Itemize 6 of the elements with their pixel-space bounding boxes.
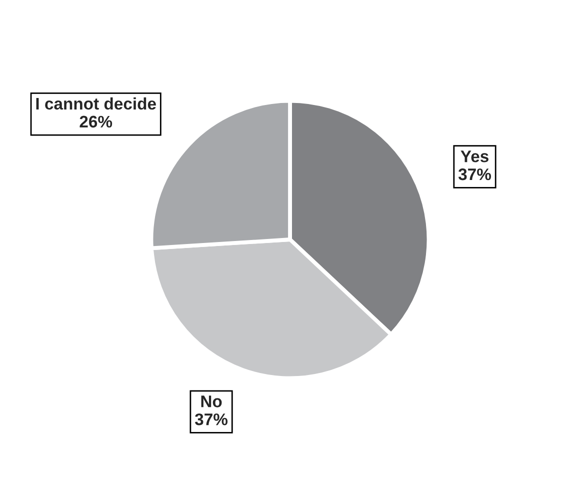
data-label: 26% (80, 116, 112, 128)
data-label: 37% (458, 168, 491, 180)
data-label: 37% (194, 413, 228, 426)
slice-label: Yes (460, 150, 488, 162)
slice-label: No (201, 396, 222, 408)
slice-label: I cannot decide (36, 97, 156, 110)
